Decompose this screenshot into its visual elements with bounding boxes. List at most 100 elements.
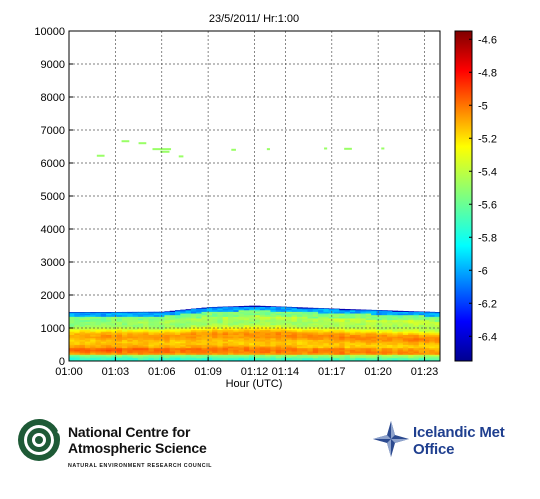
heatmap-cell — [397, 341, 404, 344]
heatmap-cell — [355, 309, 361, 311]
heatmap-cell — [349, 332, 356, 335]
heatmap-cell — [270, 306, 277, 309]
heatmap-cell — [349, 318, 356, 321]
heatmap-cell — [243, 334, 250, 337]
heatmap-cell — [137, 321, 144, 324]
heatmap-cell — [137, 311, 144, 313]
heatmap-cell — [201, 344, 208, 347]
heatmap-cell — [418, 347, 425, 350]
heatmap-cell — [100, 319, 107, 322]
heatmap-cell — [212, 311, 218, 314]
heatmap-cell — [408, 318, 414, 321]
heatmap-cell — [84, 339, 91, 342]
heatmap-cell — [291, 356, 298, 359]
heatmap-cell — [387, 336, 393, 339]
heatmap-cell — [95, 328, 102, 331]
heatmap-cell — [79, 334, 86, 337]
heatmap-cell — [371, 309, 377, 311]
heatmap-cell — [222, 328, 229, 331]
heatmap-cell — [159, 316, 165, 319]
heatmap-cell — [381, 341, 388, 344]
heatmap-cell — [339, 321, 346, 324]
heatmap-cell — [339, 344, 346, 347]
heatmap-cell — [291, 336, 298, 339]
heatmap-cell — [318, 308, 324, 311]
heatmap-cell — [339, 329, 346, 332]
heatmap-cell — [95, 356, 102, 359]
heatmap-cell — [185, 339, 192, 342]
heatmap-cell — [79, 332, 86, 335]
heatmap-cell — [312, 344, 319, 347]
heatmap-cell — [360, 336, 367, 339]
heatmap-cell — [408, 337, 414, 340]
heatmap-cell — [175, 344, 181, 347]
heatmap-cell — [360, 313, 367, 316]
heatmap-cell — [323, 347, 330, 350]
heatmap-cell — [312, 326, 319, 329]
heatmap-cell — [381, 332, 388, 335]
heatmap-cell — [153, 321, 160, 324]
heatmap-cell — [201, 309, 208, 312]
grid-lines — [69, 31, 440, 361]
heatmap-cell — [79, 312, 86, 314]
heatmap-cell — [402, 354, 409, 357]
heatmap-cell — [175, 310, 181, 312]
heatmap-cell — [164, 349, 171, 352]
heatmap-cell — [206, 328, 213, 331]
heatmap-cell — [365, 354, 372, 357]
heatmap-cell — [238, 337, 245, 340]
heatmap-cell — [100, 359, 107, 361]
heatmap-cell — [291, 316, 298, 319]
heatmap-cell — [434, 321, 440, 324]
heatmap-cell — [281, 311, 287, 314]
heatmap-cell — [339, 354, 346, 357]
heatmap-cell — [318, 337, 324, 340]
heatmap-cell — [349, 356, 356, 359]
heatmap-cell — [153, 314, 160, 317]
heatmap-cell — [148, 318, 155, 321]
heatmap-cell — [408, 359, 414, 361]
heatmap-cell — [275, 331, 282, 334]
heatmap-cell — [318, 344, 324, 347]
heatmap-cell — [238, 356, 245, 359]
heatmap-cell — [84, 324, 91, 327]
heatmap-cell — [222, 334, 229, 337]
heatmap-cell — [408, 346, 414, 349]
heatmap-cell — [137, 319, 144, 322]
heatmap-cell — [175, 331, 181, 334]
heatmap-cell — [302, 354, 308, 357]
heatmap-cell — [148, 326, 155, 329]
heatmap-cell — [355, 341, 361, 344]
heatmap-cell — [164, 351, 171, 354]
heatmap-cell — [180, 313, 187, 316]
heatmap-cell — [95, 334, 102, 337]
heatmap-cell — [318, 308, 324, 309]
heatmap-cell — [365, 357, 372, 360]
heatmap-cell — [180, 334, 187, 337]
heatmap-cell — [328, 324, 335, 327]
heatmap-cell — [74, 339, 81, 342]
heatmap-cell — [206, 321, 213, 324]
heatmap-cell — [238, 306, 245, 309]
heatmap-cell — [302, 308, 308, 311]
heatmap-cell — [185, 354, 192, 357]
heatmap-cell — [196, 331, 202, 334]
heatmap-cell — [296, 307, 303, 309]
heatmap-cell — [323, 314, 330, 317]
heatmap-cell — [243, 356, 250, 359]
heatmap-cell — [387, 316, 393, 319]
heatmap-cell — [84, 337, 91, 340]
heatmap-cell — [238, 344, 245, 347]
heatmap-cell — [371, 346, 377, 349]
heatmap-cell — [196, 352, 202, 355]
heatmap-cell — [302, 359, 308, 361]
heatmap-cell — [307, 329, 314, 332]
y-tick-label: 5000 — [41, 191, 65, 203]
heatmap-cell — [100, 347, 107, 350]
heatmap-cell — [408, 349, 414, 352]
heatmap-cell — [74, 347, 81, 350]
heatmap-cell — [153, 336, 160, 339]
heatmap-cell — [243, 305, 250, 307]
heatmap-cell — [243, 311, 250, 314]
heatmap-cell — [265, 313, 271, 316]
